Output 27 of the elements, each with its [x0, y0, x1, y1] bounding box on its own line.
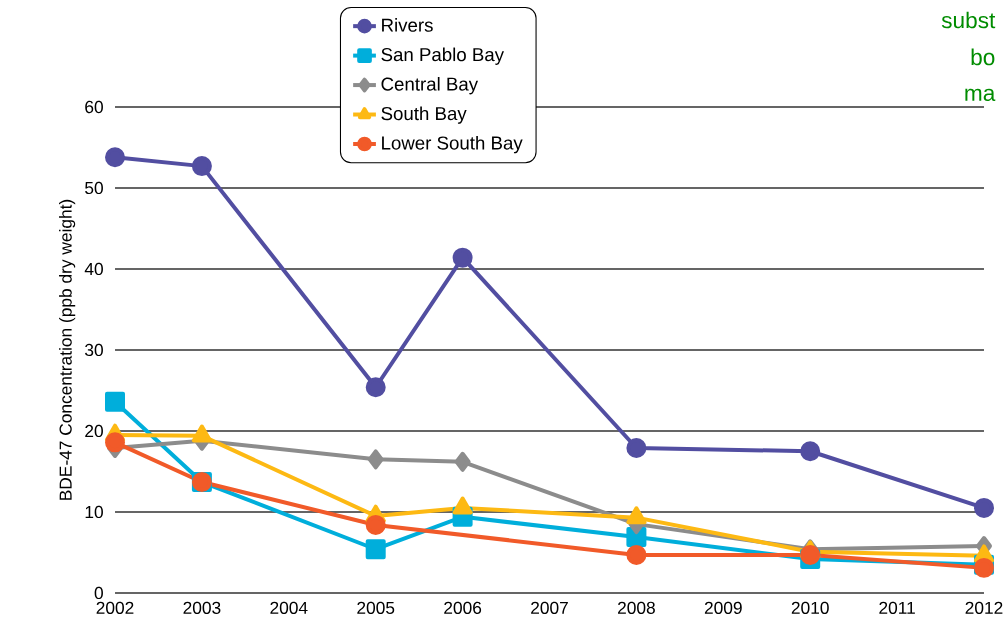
- y-tick-label: 50: [85, 181, 103, 195]
- text: ma: [965, 88, 996, 102]
- y-tick-label: 10: [85, 505, 103, 519]
- text: bo: [971, 48, 995, 66]
- legend-label: South Bay: [381, 106, 467, 124]
- y-tick-label: 20: [85, 424, 103, 438]
- x-tick-label: 2009: [704, 601, 742, 614]
- legend-label: San Pablo Bay: [381, 47, 504, 65]
- y-tick-label: 0: [94, 586, 103, 600]
- legend-label: Rivers: [382, 18, 433, 32]
- x-tick-label: 2006: [444, 601, 482, 614]
- x-tick-label: 2008: [618, 601, 655, 614]
- x-tick-label: 2011: [879, 601, 915, 614]
- x-tick-label: 2007: [531, 601, 568, 614]
- y-tick-label: 60: [85, 100, 103, 114]
- x-tick-label: 2003: [183, 601, 221, 614]
- x-tick-label: 2005: [357, 601, 395, 614]
- x-tick-label: 2012: [965, 601, 1003, 614]
- x-tick-label: 2010: [791, 601, 829, 614]
- y-tick-label: 40: [84, 262, 103, 276]
- y-axis-title: BDE-47 Concentration (ppb dry weight): [59, 199, 76, 500]
- x-tick-label: 2002: [96, 601, 134, 614]
- legend-label: Central Bay: [381, 76, 479, 95]
- legend-label: Lower South Bay: [382, 135, 523, 154]
- x-tick-label: 2004: [270, 601, 308, 614]
- y-tick-label: 30: [85, 343, 103, 357]
- text: subst: [941, 11, 996, 29]
